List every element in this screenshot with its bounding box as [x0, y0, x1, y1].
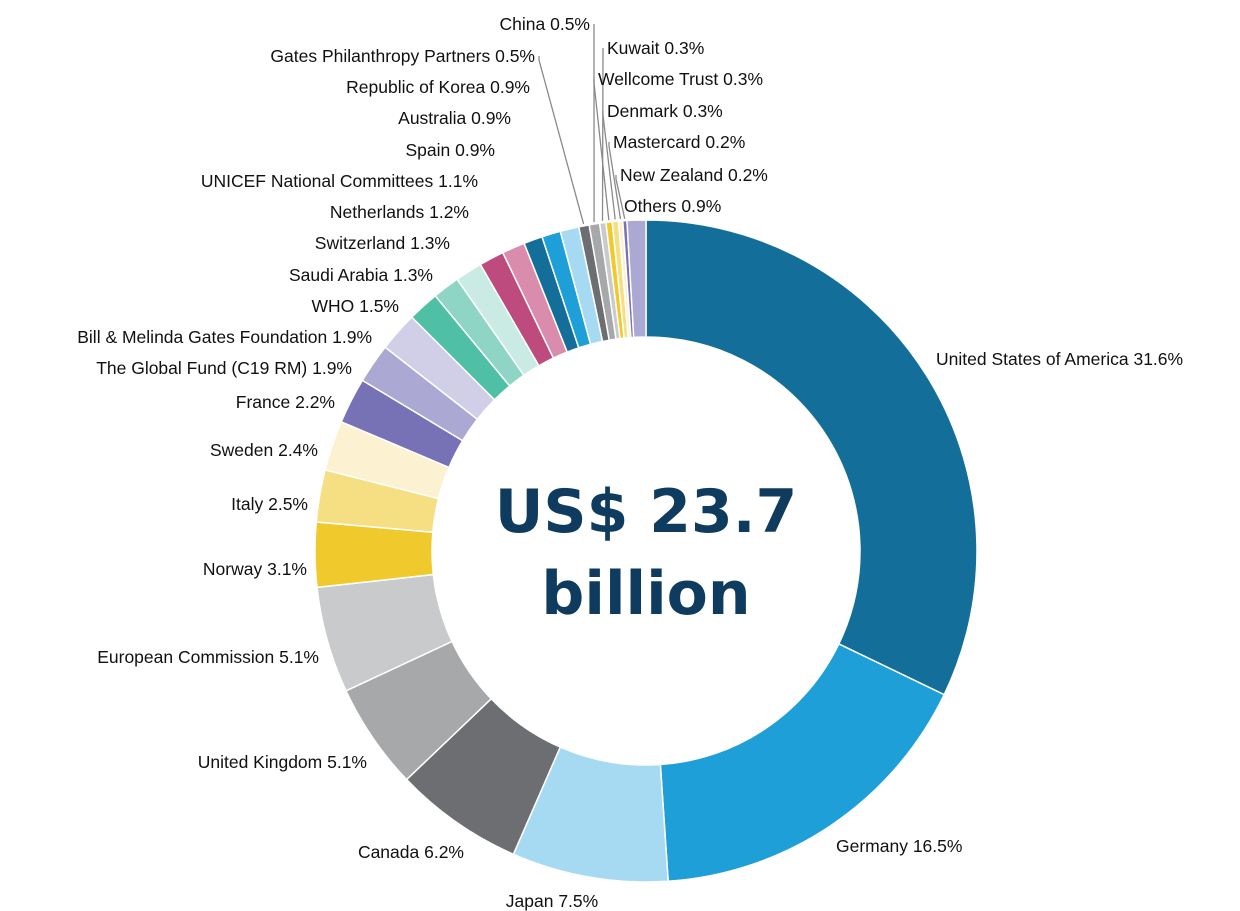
label-netherlands: Netherlands 1.2%: [330, 202, 469, 222]
label-gates-philanthropy-partners: Gates Philanthropy Partners 0.5%: [270, 46, 535, 66]
label-spain: Spain 0.9%: [405, 140, 495, 160]
label-saudi-arabia: Saudi Arabia 1.3%: [289, 265, 433, 285]
label-republic-of-korea: Republic of Korea 0.9%: [346, 77, 530, 97]
leader-lines: [538, 24, 626, 225]
label-switzerland: Switzerland 1.3%: [315, 233, 450, 253]
leader-wellcome-trust: [593, 79, 610, 221]
slice-labels: United States of America 31.6% Germany 16…: [77, 14, 1183, 911]
label-european-commission: European Commission 5.1%: [97, 647, 319, 667]
label-the-global-fund-c19-rm: The Global Fund (C19 RM) 1.9%: [96, 358, 352, 378]
label-italy: Italy 2.5%: [231, 494, 308, 514]
donut-slices: [314, 219, 978, 883]
label-denmark: Denmark 0.3%: [607, 101, 723, 121]
label-australia: Australia 0.9%: [398, 108, 511, 128]
leader-new-zealand: [615, 175, 626, 219]
label-new-zealand: New Zealand 0.2%: [620, 165, 768, 185]
slice-germany: [659, 642, 946, 883]
slice-others: [626, 219, 647, 339]
center-unit-label: billion: [541, 559, 750, 629]
leader-denmark: [602, 111, 616, 220]
label-sweden: Sweden 2.4%: [210, 440, 318, 460]
label-china: China 0.5%: [500, 14, 590, 34]
label-wellcome-trust: Wellcome Trust 0.3%: [598, 69, 763, 89]
label-bill-melinda-gates-foundation: Bill & Melinda Gates Foundation 1.9%: [77, 327, 372, 347]
label-germany: Germany 16.5%: [836, 836, 962, 856]
label-japan: Japan 7.5%: [506, 891, 598, 911]
slice-united-states-of-america: [645, 219, 978, 696]
label-norway: Norway 3.1%: [203, 559, 307, 579]
label-who: WHO 1.5%: [311, 296, 399, 316]
leader-gates-philanthropy-partners: [538, 56, 585, 225]
label-unicef-national-committees: UNICEF National Committees 1.1%: [201, 171, 478, 191]
label-others: Others 0.9%: [624, 196, 721, 216]
label-canada: Canada 6.2%: [358, 842, 464, 862]
label-united-kingdom: United Kingdom 5.1%: [198, 752, 367, 772]
label-kuwait: Kuwait 0.3%: [607, 38, 704, 58]
center-amount-label: US$ 23.7: [495, 477, 798, 547]
label-united-states-of-america: United States of America 31.6%: [936, 349, 1183, 369]
leader-mastercard: [608, 142, 622, 220]
label-france: France 2.2%: [236, 392, 335, 412]
label-mastercard: Mastercard 0.2%: [613, 132, 745, 152]
